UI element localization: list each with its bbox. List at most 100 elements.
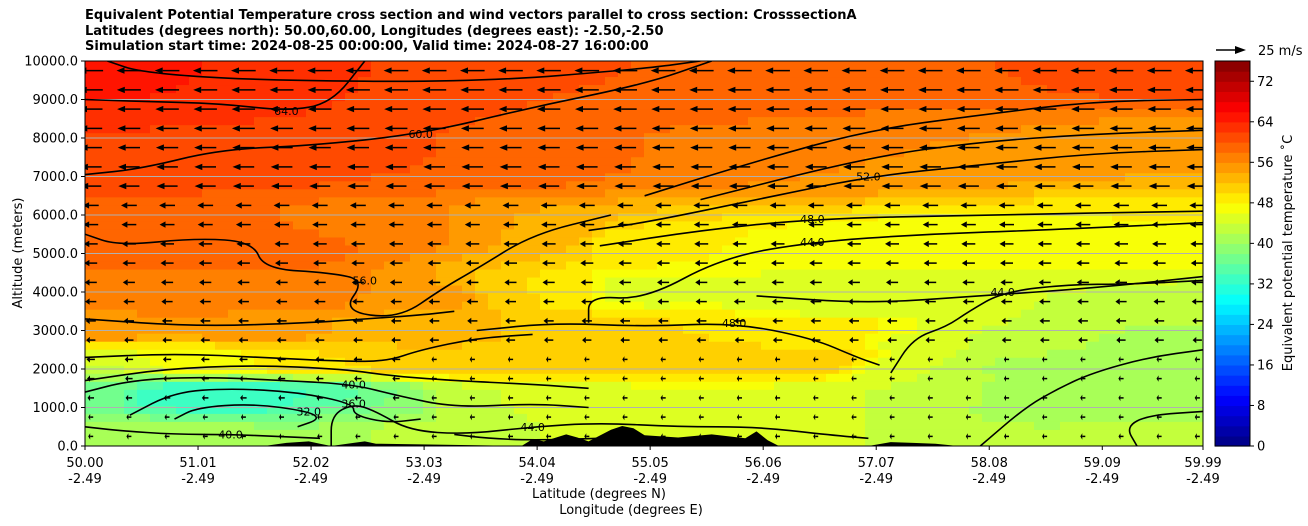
field-cell — [618, 381, 632, 391]
field-cell — [397, 221, 411, 231]
field-cell — [527, 373, 541, 383]
field-cell — [111, 189, 125, 198]
field-cell — [1073, 261, 1087, 271]
field-cell — [683, 165, 697, 174]
field-cell — [254, 109, 268, 118]
field-cell — [176, 365, 190, 375]
field-cell — [657, 245, 671, 255]
field-cell — [176, 381, 190, 391]
field-cell — [111, 413, 125, 423]
field-cell — [761, 389, 775, 399]
field-cell — [657, 229, 671, 239]
wind-vector-head — [121, 202, 128, 209]
field-cell — [397, 229, 411, 239]
field-cell — [865, 85, 879, 94]
field-cell — [644, 261, 658, 271]
field-cell — [826, 293, 840, 303]
field-cell — [553, 181, 567, 190]
field-cell — [917, 149, 931, 158]
field-cell — [969, 421, 983, 431]
field-cell — [540, 365, 554, 375]
field-cell — [813, 245, 827, 255]
field-cell — [956, 221, 970, 231]
field-cell — [462, 365, 476, 375]
field-cell — [150, 205, 164, 214]
field-cell — [1164, 101, 1178, 110]
field-cell — [1164, 69, 1178, 78]
field-cell — [215, 349, 229, 359]
field-cell — [943, 269, 957, 279]
field-cell — [163, 309, 177, 319]
field-cell — [1125, 253, 1139, 263]
field-cell — [813, 357, 827, 367]
field-cell — [254, 197, 268, 206]
field-cell — [748, 421, 762, 431]
field-cell — [527, 165, 541, 174]
field-cell — [735, 213, 749, 223]
field-cell — [553, 309, 567, 319]
field-cell — [943, 389, 957, 399]
field-cell — [423, 317, 437, 327]
field-cell — [1086, 109, 1100, 118]
field-cell — [371, 333, 385, 343]
field-cell — [917, 389, 931, 399]
field-cell — [904, 245, 918, 255]
field-cell — [137, 373, 151, 383]
field-cell — [397, 365, 411, 375]
field-cell — [137, 429, 151, 439]
field-cell — [1190, 293, 1203, 303]
wind-vector-head — [732, 240, 738, 248]
field-cell — [176, 189, 190, 198]
field-cell — [891, 77, 905, 86]
field-cell — [1151, 189, 1165, 198]
field-cell — [917, 349, 931, 359]
field-cell — [1151, 109, 1165, 118]
wind-vector-head — [498, 86, 507, 94]
field-cell — [449, 189, 463, 198]
field-cell — [683, 245, 697, 255]
field-cell — [618, 357, 632, 367]
field-cell — [137, 421, 151, 431]
field-cell — [670, 429, 684, 439]
field-cell — [605, 373, 619, 383]
wind-vector-head — [614, 182, 623, 190]
wind-vector-head — [803, 67, 812, 74]
field-cell — [1047, 141, 1061, 150]
field-cell — [371, 341, 385, 351]
field-cell — [1073, 205, 1087, 214]
field-cell — [592, 269, 606, 279]
field-cell — [748, 285, 762, 295]
field-cell — [267, 205, 281, 214]
wind-vector-head — [117, 125, 126, 132]
field-cell — [670, 141, 684, 150]
field-cell — [709, 269, 723, 279]
field-cell — [1073, 253, 1087, 263]
field-cell — [644, 397, 658, 407]
field-cell — [995, 301, 1009, 311]
wind-vector-head — [584, 413, 587, 421]
field-cell — [514, 397, 528, 407]
field-cell — [462, 341, 476, 351]
field-cell — [1112, 253, 1126, 263]
field-cell — [826, 93, 840, 102]
field-cell — [1021, 61, 1035, 70]
wind-vector-head — [391, 356, 396, 363]
field-cell — [800, 357, 814, 367]
field-cell — [371, 253, 385, 263]
field-cell — [527, 189, 541, 198]
field-cell — [943, 149, 957, 158]
field-cell — [878, 205, 892, 214]
field-cell — [852, 341, 866, 351]
field-cell — [644, 413, 658, 423]
field-cell — [293, 157, 307, 166]
field-cell — [202, 173, 216, 182]
field-cell — [1099, 437, 1113, 446]
field-cell — [332, 429, 346, 439]
field-cell — [553, 269, 567, 279]
field-cell — [397, 101, 411, 110]
wind-vector-head — [775, 433, 777, 440]
field-cell — [410, 125, 424, 134]
field-cell — [709, 77, 723, 86]
field-cell — [917, 421, 931, 431]
field-cell — [1034, 381, 1048, 391]
